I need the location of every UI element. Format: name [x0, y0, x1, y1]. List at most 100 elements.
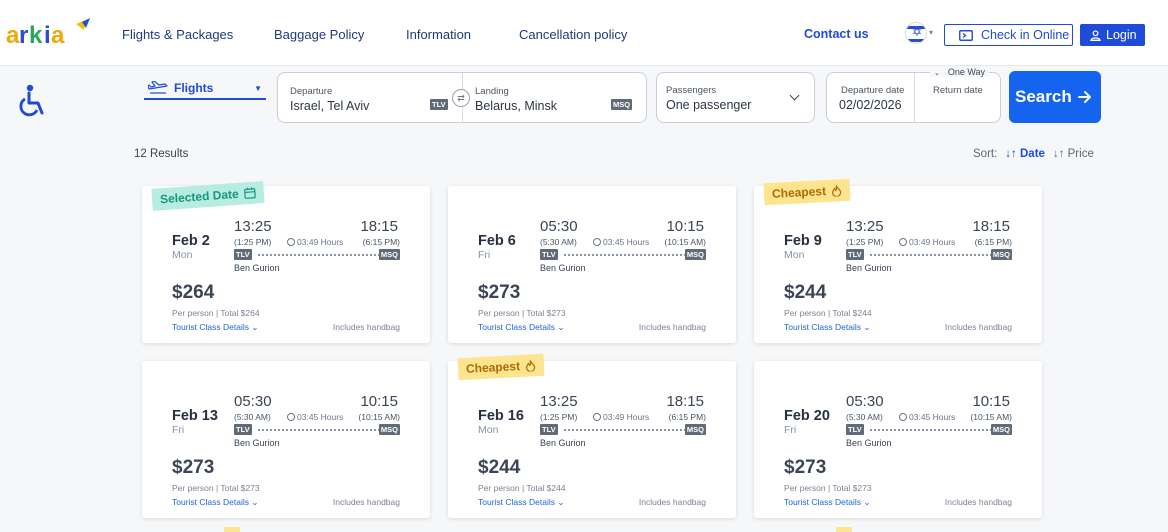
class-details-label: Tourist Class Details: [478, 322, 555, 332]
class-details-label: Tourist Class Details: [172, 322, 249, 332]
login-button[interactable]: Login: [1080, 24, 1145, 46]
class-details-link[interactable]: Tourist Class Details ⌄: [478, 497, 565, 508]
sort-by-price[interactable]: ↓↑ Price: [1052, 148, 1094, 160]
arrow-right-icon: [1077, 91, 1091, 103]
airport-name: Ben Gurion: [234, 438, 280, 448]
chevron-down-icon: ⌄: [557, 497, 565, 507]
trip-type-select[interactable]: Flights ▼: [144, 78, 266, 100]
departure-time: 13:25: [540, 393, 578, 410]
clock-icon: [593, 238, 601, 246]
svg-text:i: i: [44, 22, 51, 49]
class-details-link[interactable]: Tourist Class Details ⌄: [172, 497, 259, 508]
departure-field[interactable]: Departure Israel, Tel Aviv TLV: [278, 73, 462, 122]
departure-date-field[interactable]: Departure date 02/02/2026: [827, 73, 914, 122]
passengers-value: One passenger: [666, 98, 752, 112]
cheapest-tag: Cheapest: [457, 353, 545, 381]
departure-value: Israel, Tel Aviv: [290, 99, 370, 113]
dates-field-group: Departure date 02/02/2026 Return date: [826, 72, 1001, 123]
check-in-label: Check in Online: [981, 28, 1070, 42]
passengers-select[interactable]: Passengers One passenger: [656, 72, 815, 123]
route-dotted-line: [258, 254, 380, 256]
nav-cancellation-policy[interactable]: Cancellation policy: [519, 27, 628, 42]
class-details-label: Tourist Class Details: [784, 322, 861, 332]
search-label: Search: [1015, 87, 1072, 106]
nav-information[interactable]: Information: [406, 27, 472, 42]
nav-flights-packages[interactable]: Flights & Packages: [122, 27, 234, 42]
departure-time: 05:30: [234, 393, 272, 410]
price: $244: [784, 282, 827, 303]
route-dotted-line: [564, 429, 686, 431]
class-details-link[interactable]: Tourist Class Details ⌄: [478, 322, 565, 333]
landing-value: Belarus, Minsk: [475, 99, 557, 113]
nav-baggage-policy[interactable]: Baggage Policy: [274, 27, 365, 42]
departure-time-12h: (5:30 AM): [540, 237, 577, 247]
departure-time: 05:30: [846, 393, 884, 410]
contact-us-link[interactable]: Contact us: [804, 27, 869, 41]
departure-time-12h: (5:30 AM): [234, 412, 271, 422]
sort-by-date[interactable]: ↓↑ Date: [1005, 148, 1045, 160]
calendar-icon: [243, 187, 256, 199]
flight-date: Feb 20: [784, 408, 830, 424]
landing-field[interactable]: Landing Belarus, Minsk MSQ: [463, 73, 646, 122]
site-header: a r k i a Flights & Packages Baggage Pol…: [0, 0, 1168, 66]
star-of-david-icon: ✡: [911, 25, 923, 39]
language-flag-icon[interactable]: ✡: [905, 22, 927, 44]
handbag-note: Includes handbag: [638, 322, 706, 332]
language-chevron-icon[interactable]: ▾: [929, 28, 934, 37]
flight-weekday: Mon: [478, 424, 499, 436]
clock-icon: [899, 238, 907, 246]
chevron-down-icon: ⌄: [863, 322, 871, 332]
route-dotted-line: [564, 254, 686, 256]
class-details-link[interactable]: Tourist Class Details ⌄: [784, 497, 871, 508]
flight-card[interactable]: Feb 6 Fri 05:30 10:15 (5:30 AM) (10:15 AM) 03:…: [448, 186, 736, 343]
flight-duration: 03:45 Hours: [899, 412, 955, 422]
trip-mode-label: One Way: [947, 67, 986, 77]
handbag-note: Includes handbag: [332, 497, 400, 507]
handbag-note: Includes handbag: [944, 322, 1012, 332]
handbag-note: Includes handbag: [944, 497, 1012, 507]
arrival-time: 18:15: [972, 218, 1010, 235]
check-in-online-button[interactable]: Check in Online: [944, 24, 1073, 46]
origin-code-tag: TLV: [540, 249, 558, 260]
arrival-time: 18:15: [360, 218, 398, 235]
price-total: Per person | Total $244: [478, 483, 566, 493]
flight-card[interactable]: Cheapest Feb 16 Mon 13:25 18:15 (1:25 PM) (6:1…: [448, 353, 736, 518]
departure-label: Departure: [290, 86, 333, 97]
sort-date-label: Date: [1020, 148, 1045, 160]
class-details-label: Tourist Class Details: [784, 497, 861, 507]
login-label: Login: [1106, 28, 1137, 42]
swap-route-icon[interactable]: ⇄: [452, 89, 470, 107]
svg-text:r: r: [19, 22, 28, 49]
flight-weekday: Fri: [478, 249, 491, 261]
duration-label: 03:45 Hours: [603, 237, 650, 247]
origin-code-tag: TLV: [846, 424, 864, 435]
arrival-time-12h: (6:15 PM): [668, 412, 706, 422]
arkia-logo[interactable]: a r k i a: [6, 18, 90, 52]
airport-name: Ben Gurion: [846, 263, 892, 273]
arrival-time: 18:15: [666, 393, 704, 410]
search-button[interactable]: Search: [1009, 71, 1101, 123]
class-details-link[interactable]: Tourist Class Details ⌄: [784, 322, 871, 333]
flight-card[interactable]: Feb 20 Fri 05:30 10:15 (5:30 AM) (10:15 AM) 03…: [754, 361, 1042, 518]
return-date-field[interactable]: Return date: [915, 73, 1000, 122]
flight-card[interactable]: Cheapest Feb 9 Mon 13:25 18:15 (1:25 PM) (6:15…: [754, 178, 1042, 343]
destination-code-tag: MSQ: [990, 249, 1012, 260]
flight-duration: 03:49 Hours: [593, 412, 649, 422]
origin-code-tag: TLV: [846, 249, 864, 260]
flight-card[interactable]: Selected Date Feb 2 Mon 13:25 18:15 (1:25 PM)…: [142, 181, 430, 343]
chevron-down-icon: ⌄: [251, 497, 259, 507]
departure-time-12h: (5:30 AM): [846, 412, 883, 422]
chevron-down-icon: ⌄: [934, 70, 940, 77]
flight-date: Feb 13: [172, 408, 218, 424]
destination-code-tag: MSQ: [684, 249, 706, 260]
route-dotted-line: [258, 429, 380, 431]
price: $273: [478, 282, 521, 303]
trip-mode-select[interactable]: ⌄ One Way: [930, 67, 990, 77]
boarding-pass-icon: [959, 29, 973, 41]
departure-time-12h: (1:25 PM): [540, 412, 578, 422]
cheapest-tag: Cheapest: [763, 178, 851, 206]
arrival-time-12h: (10:15 AM): [970, 412, 1012, 422]
class-details-link[interactable]: Tourist Class Details ⌄: [172, 322, 259, 333]
accessibility-icon[interactable]: [18, 84, 48, 118]
flight-card[interactable]: Feb 13 Fri 05:30 10:15 (5:30 AM) (10:15 AM) 03…: [142, 361, 430, 518]
